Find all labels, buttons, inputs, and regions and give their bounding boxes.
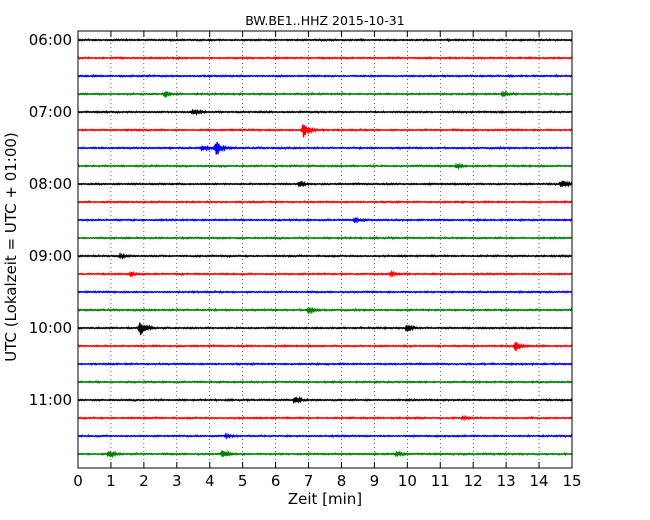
trace-line [77,289,573,294]
y-tick-label: 10:00 [29,319,72,337]
x-tick-label: 5 [238,472,248,490]
x-tick-label: 3 [172,472,182,490]
trace-line [77,379,573,385]
trace-line [77,449,573,459]
x-tick-label: 0 [73,472,83,490]
x-tick-label: 13 [497,472,516,490]
x-tick-label: 15 [562,472,581,490]
y-tick-label: 08:00 [29,175,72,193]
y-tick-label: 11:00 [29,391,72,409]
trace-line [77,216,573,224]
trace-line [77,199,573,204]
trace-line [77,251,573,260]
x-tick-label: 10 [398,472,417,490]
x-tick-label: 1 [106,472,116,490]
trace-line [77,90,573,99]
trace-line [77,414,573,422]
trace-line [77,396,573,405]
y-tick-label: 07:00 [29,103,72,121]
trace-line [77,141,573,155]
x-axis-label: Zeit [min] [288,490,362,508]
x-tick-label: 14 [530,472,549,490]
trace-line [77,124,573,138]
plot-frame [77,30,573,469]
seismic-traces [77,38,573,459]
trace-line [77,235,573,241]
trace-line [77,73,573,79]
vertical-grid [110,31,540,468]
x-tick-label: 6 [271,472,281,490]
y-axis-label: UTC (Lokalzeit = UTC + 01:00) [2,132,20,362]
trace-line [77,322,573,336]
x-tick-label: 9 [370,472,380,490]
trace-line [77,432,573,441]
x-tick-label: 8 [337,472,347,490]
trace-line [77,361,573,367]
trace-line [77,38,573,43]
x-tick-label: 11 [431,472,450,490]
x-tick-label: 12 [464,472,483,490]
y-tick-label: 06:00 [29,31,72,49]
trace-line [77,162,573,171]
x-tick-label: 7 [304,472,314,490]
x-axis-ticks: 0 1 2 3 4 5 6 7 8 9 10 11 12 13 14 15 [73,31,582,490]
trace-line [77,269,573,279]
trace-line [77,55,573,60]
trace-line [77,180,573,188]
x-tick-label: 2 [139,472,149,490]
x-tick-label: 4 [205,472,215,490]
trace-line [77,108,573,117]
trace-line [77,306,573,315]
trace-line [77,342,573,352]
y-axis-ticks: 06:00 07:00 08:00 09:00 10:00 11:00 [29,31,572,409]
y-tick-label: 09:00 [29,247,72,265]
chart-title: BW.BE1..HHZ 2015-10-31 [245,13,404,28]
